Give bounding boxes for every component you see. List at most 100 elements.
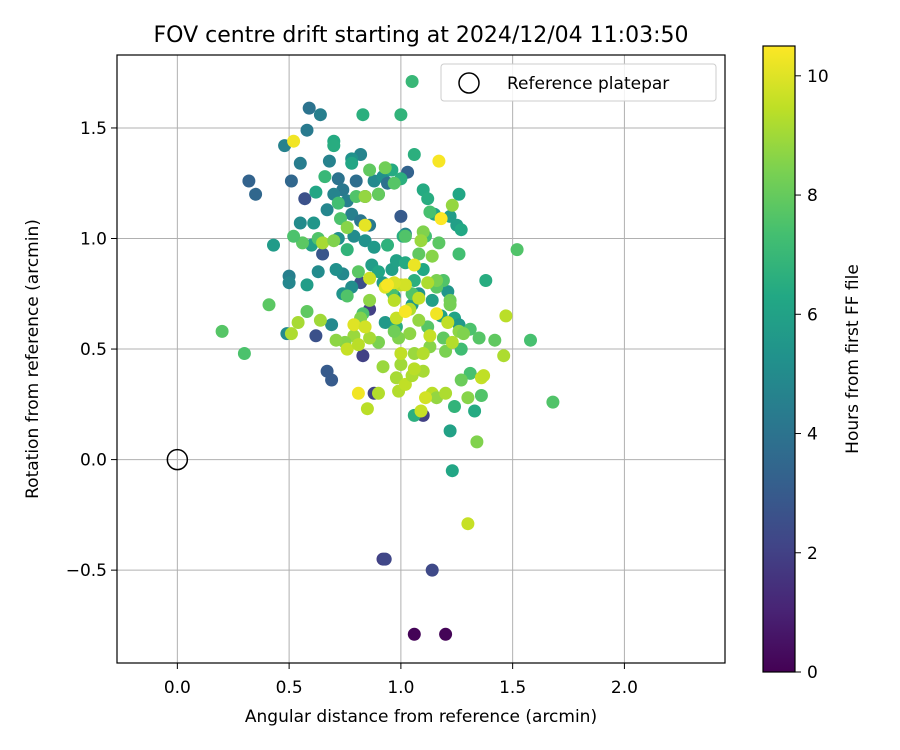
data-point (381, 278, 394, 292)
data-point (351, 386, 365, 400)
colorbar-ticks: 0 2 4 6 8 10 (795, 67, 829, 683)
y-axis-label: Rotation from reference (arcmin) (23, 219, 43, 499)
data-point (405, 75, 419, 88)
data-point (432, 236, 446, 250)
data-point (345, 156, 359, 170)
data-point (477, 369, 491, 383)
data-point (215, 324, 229, 338)
data-point (307, 216, 321, 230)
data-point (331, 172, 345, 186)
data-point (403, 327, 417, 341)
data-point (322, 154, 336, 168)
colorbar: 0 2 4 6 8 10 Hours from first FF file (762, 45, 863, 683)
data-point (412, 247, 426, 261)
data-point (302, 101, 316, 115)
data-point (347, 229, 361, 243)
data-point (360, 402, 374, 416)
data-point (474, 389, 488, 402)
data-point (430, 307, 444, 321)
data-point (423, 205, 437, 219)
y-tick-label: 0.0 (80, 451, 107, 471)
data-point (349, 190, 363, 203)
data-point (414, 404, 428, 418)
data-point (425, 563, 439, 577)
data-points (215, 75, 560, 641)
data-point (441, 316, 455, 329)
data-point (457, 327, 470, 341)
data-point (349, 174, 363, 188)
plot-frame (116, 54, 726, 664)
y-tick-label: 0.5 (80, 340, 107, 360)
data-point (398, 229, 412, 243)
x-tick-label: 1.5 (499, 678, 526, 698)
x-axis-ticks: 0.0 0.5 1.0 1.5 2.0 (164, 663, 638, 698)
data-point (316, 247, 330, 261)
data-point (407, 148, 421, 161)
x-tick-label: 2.0 (611, 678, 638, 698)
data-point (376, 360, 390, 374)
data-point (356, 108, 370, 122)
colorbar-label: Hours from first FF file (843, 264, 863, 454)
data-point (461, 391, 475, 405)
data-point (262, 298, 276, 312)
data-point (452, 247, 466, 261)
data-point (249, 187, 263, 201)
data-point (463, 366, 477, 380)
data-point (378, 552, 392, 566)
data-point (363, 271, 377, 285)
data-point (432, 154, 446, 168)
data-point (367, 240, 381, 254)
data-point (452, 187, 466, 201)
data-point (407, 362, 421, 376)
data-point (284, 174, 298, 188)
colorbar-tick-label: 8 (807, 186, 818, 206)
data-point (419, 391, 432, 405)
y-tick-label: 1.0 (80, 230, 107, 250)
data-point (454, 223, 468, 237)
data-point (394, 347, 408, 360)
data-point (358, 234, 372, 248)
data-point (363, 163, 377, 177)
data-point (378, 161, 392, 175)
data-point (334, 212, 347, 226)
data-point (331, 196, 345, 210)
data-point (479, 274, 493, 287)
data-point (358, 320, 372, 334)
data-point (363, 331, 377, 345)
data-point (412, 291, 426, 305)
data-point (282, 276, 296, 290)
data-point (351, 265, 365, 279)
data-point (468, 404, 482, 418)
data-point (416, 347, 430, 360)
data-point (284, 327, 298, 341)
data-point (381, 238, 394, 252)
data-point (320, 203, 334, 217)
data-point (340, 342, 354, 356)
legend-box (440, 63, 717, 102)
data-point (434, 212, 448, 226)
data-point (394, 358, 408, 371)
data-point (425, 249, 439, 263)
y-tick-label: 1.5 (80, 119, 107, 139)
data-point (394, 209, 408, 223)
data-point (287, 134, 301, 148)
data-point (387, 293, 401, 307)
data-point (407, 258, 421, 272)
data-point (470, 435, 484, 449)
data-point (340, 221, 354, 234)
data-point (242, 174, 256, 188)
data-point (309, 329, 323, 343)
colorbar-gradient (762, 45, 796, 673)
data-point (291, 316, 305, 329)
data-point (425, 293, 439, 307)
data-point (351, 338, 365, 352)
data-point (237, 347, 251, 360)
data-point (398, 377, 412, 391)
data-point (313, 108, 327, 122)
data-point (439, 627, 453, 641)
data-point (329, 263, 343, 276)
data-point (439, 344, 453, 358)
data-point (439, 386, 453, 400)
data-point (347, 318, 361, 332)
